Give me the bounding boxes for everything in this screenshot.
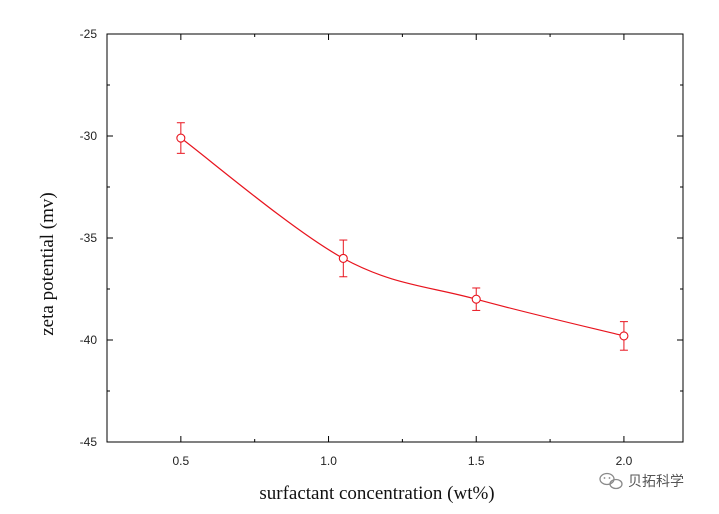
x-axis-title: surfactant concentration (wt%) <box>259 483 494 504</box>
data-point <box>176 122 186 154</box>
plot-frame <box>106 33 684 443</box>
x-tick-label: 1.0 <box>320 454 337 468</box>
y-tick-label: -40 <box>80 333 98 347</box>
data-marker <box>338 253 348 263</box>
x-tick-label: 1.5 <box>468 454 485 468</box>
y-axis-title: zeta potential (mv) <box>37 192 58 336</box>
data-point <box>619 321 629 351</box>
wechat-icon <box>599 472 623 490</box>
data-point <box>471 287 481 311</box>
y-tick-label: -35 <box>80 231 98 245</box>
series-fit-line <box>180 137 625 337</box>
data-marker <box>471 294 481 304</box>
x-tick-label: 0.5 <box>173 454 190 468</box>
watermark-text: 贝拓科学 <box>628 474 684 490</box>
y-tick-label: -25 <box>80 27 98 41</box>
y-tick-label: -30 <box>80 129 98 143</box>
y-tick-label: -45 <box>80 435 98 449</box>
data-point <box>338 239 348 278</box>
watermark: 贝拓科学 <box>599 472 684 490</box>
data-marker <box>619 331 629 341</box>
x-tick-label: 2.0 <box>616 454 633 468</box>
data-marker <box>176 133 186 143</box>
